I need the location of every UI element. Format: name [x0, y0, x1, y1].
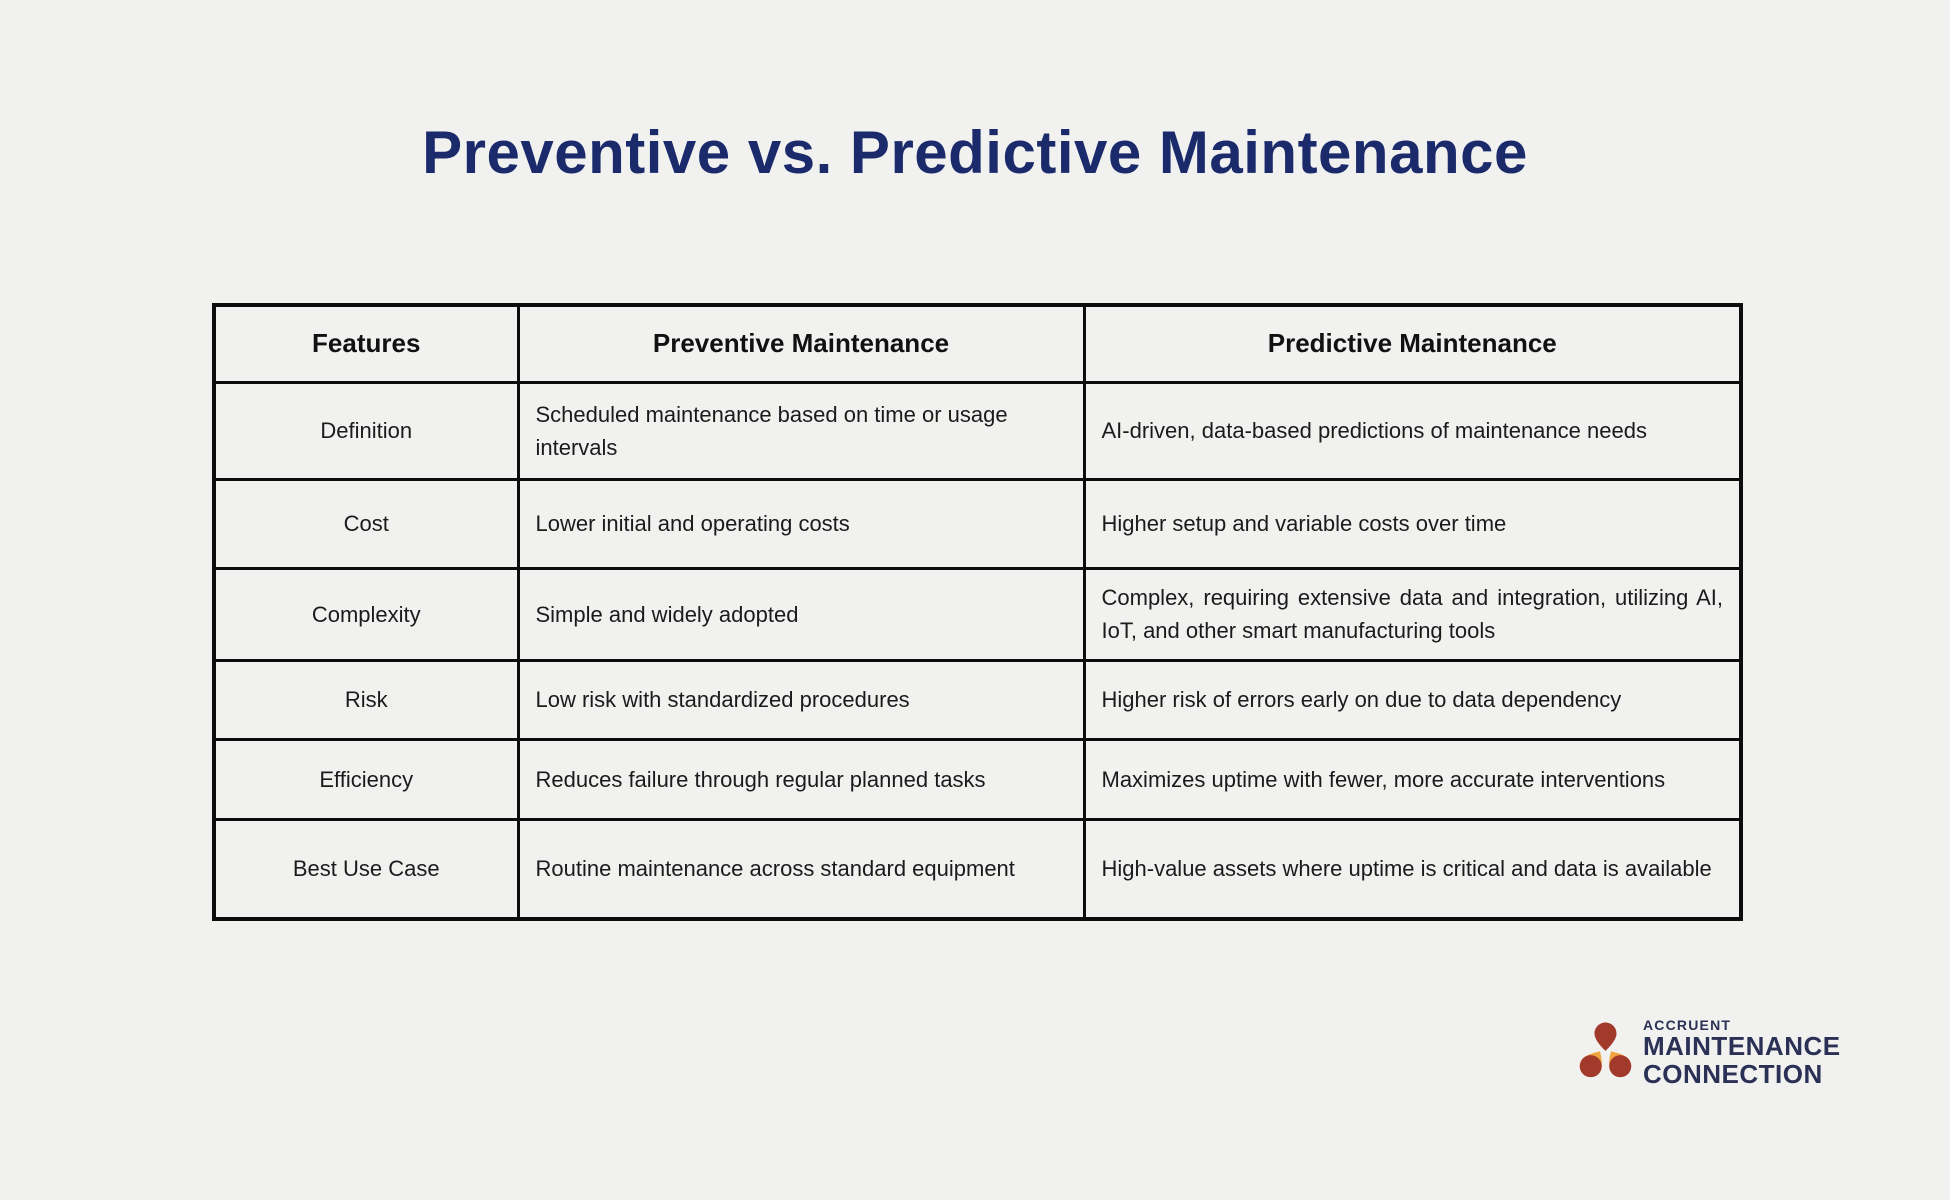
comparison-table: Features Preventive Maintenance Predicti…: [212, 303, 1743, 921]
preventive-value: Simple and widely adopted: [516, 566, 1086, 662]
feature-label: Efficiency: [212, 737, 520, 821]
feature-label: Best Use Case: [212, 817, 520, 921]
accruent-logo-icon: [1578, 1021, 1633, 1085]
logo-brand-text: ACCRUENT: [1643, 1017, 1732, 1033]
table-row: Efficiency Reduces failure through regul…: [212, 737, 1743, 821]
feature-label: Risk: [212, 658, 520, 741]
predictive-value: High-value assets where uptime is critic…: [1082, 817, 1743, 921]
column-header-features: Features: [212, 303, 520, 384]
logo-product-line2: CONNECTION: [1643, 1058, 1823, 1089]
column-header-preventive: Preventive Maintenance: [516, 303, 1086, 384]
predictive-value: Higher setup and variable costs over tim…: [1082, 477, 1743, 570]
table-row: Cost Lower initial and operating costs H…: [212, 477, 1743, 570]
logo-wordmark: ACCRUENT MAINTENANCE CONNECTION: [1643, 1017, 1841, 1089]
predictive-value: Maximizes uptime with fewer, more accura…: [1082, 737, 1743, 821]
table-header-row: Features Preventive Maintenance Predicti…: [212, 303, 1743, 384]
preventive-value: Routine maintenance across standard equi…: [516, 817, 1086, 921]
feature-label: Complexity: [212, 566, 520, 662]
logo-product-line1: MAINTENANCE: [1643, 1031, 1841, 1062]
table-row: Risk Low risk with standardized procedur…: [212, 658, 1743, 741]
preventive-value: Lower initial and operating costs: [516, 477, 1086, 570]
preventive-value: Scheduled maintenance based on time or u…: [516, 380, 1086, 481]
accruent-maintenance-connection-logo: ACCRUENT MAINTENANCE CONNECTION: [1578, 1017, 1841, 1089]
preventive-value: Reduces failure through regular planned …: [516, 737, 1086, 821]
feature-label: Definition: [212, 380, 520, 481]
table-row: Complexity Simple and widely adopted Com…: [212, 566, 1743, 662]
page-title: Preventive vs. Predictive Maintenance: [422, 119, 1528, 186]
feature-label: Cost: [212, 477, 520, 570]
predictive-value: Higher risk of errors early on due to da…: [1082, 658, 1743, 741]
predictive-value: Complex, requiring extensive data and in…: [1082, 566, 1743, 662]
column-header-predictive: Predictive Maintenance: [1082, 303, 1743, 384]
predictive-value: AI-driven, data-based predictions of mai…: [1082, 380, 1743, 481]
preventive-value: Low risk with standardized procedures: [516, 658, 1086, 741]
table-row: Best Use Case Routine maintenance across…: [212, 817, 1743, 921]
table-row: Definition Scheduled maintenance based o…: [212, 380, 1743, 481]
